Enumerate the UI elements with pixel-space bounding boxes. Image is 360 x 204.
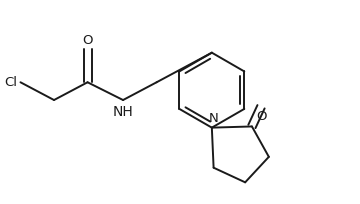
Text: NH: NH bbox=[113, 105, 134, 119]
Text: N: N bbox=[209, 112, 219, 125]
Text: O: O bbox=[256, 110, 266, 123]
Text: Cl: Cl bbox=[5, 76, 18, 89]
Text: O: O bbox=[82, 34, 93, 47]
